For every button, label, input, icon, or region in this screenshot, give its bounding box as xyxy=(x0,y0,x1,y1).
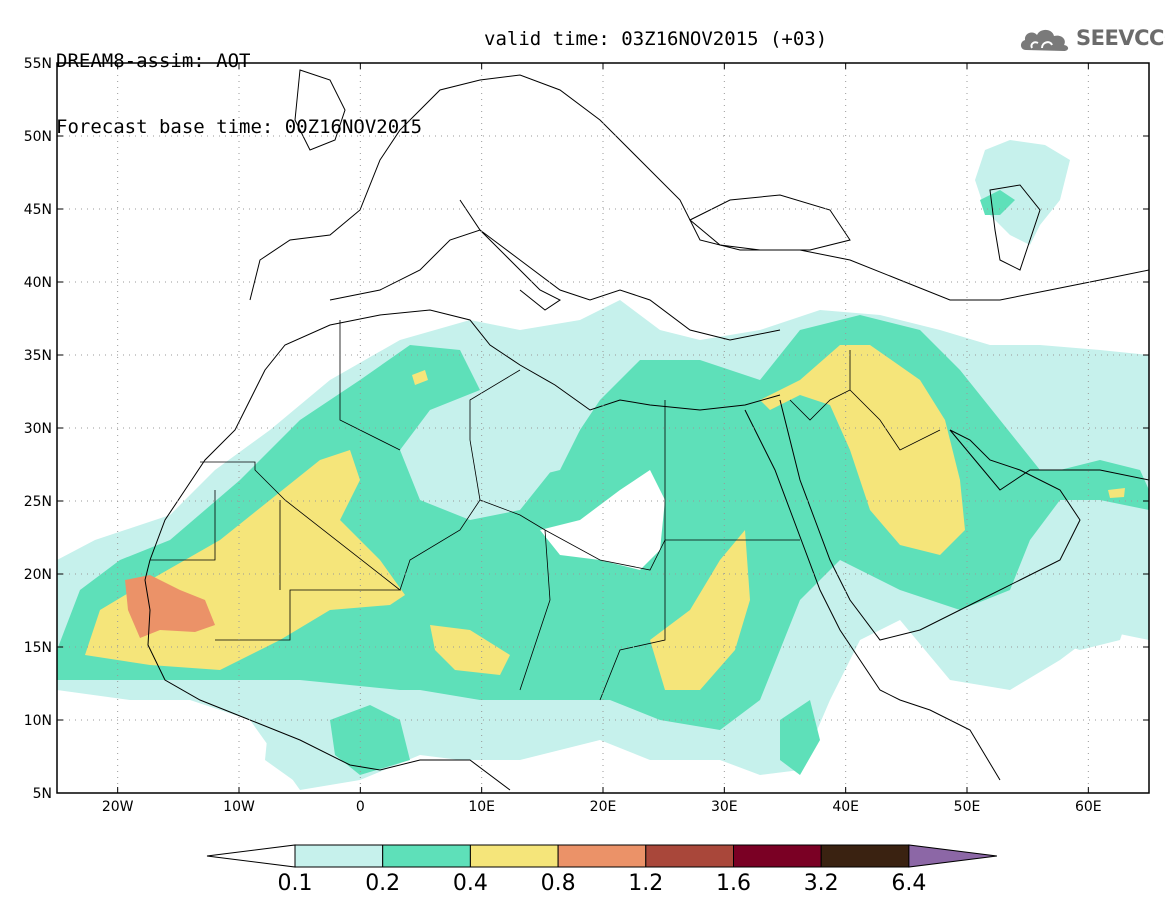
forecast-base-time: Forecast base time: 00Z16NOV2015 xyxy=(56,116,423,138)
lat-tick-label: 40N xyxy=(24,275,52,291)
lon-tick-label: 60E xyxy=(1075,799,1102,815)
lat-tick-label: 20N xyxy=(24,567,52,583)
lat-tick-label: 25N xyxy=(24,494,52,510)
coastline-red-sea xyxy=(744,409,1001,781)
aot-band-0.4 xyxy=(412,370,428,385)
aot-band-0.4 xyxy=(760,345,965,555)
lon-tick-label: 0 xyxy=(356,799,365,815)
coastline-europe xyxy=(249,74,1149,301)
seevccc-logo: SEEVCCC xyxy=(1018,24,1165,54)
lat-tick-label: 15N xyxy=(24,640,52,656)
coastline-britain xyxy=(294,69,346,151)
colorbar-box xyxy=(645,844,734,868)
aot-low-region xyxy=(480,400,580,480)
lat-tick-label: 10N xyxy=(24,713,52,729)
colorbar-label: 1.6 xyxy=(716,871,751,896)
lon-tick-label: 40E xyxy=(832,799,859,815)
lat-tick-label: 55N xyxy=(24,56,52,72)
colorbar-label: 0.4 xyxy=(453,871,488,896)
lat-tick-label: 5N xyxy=(33,786,52,802)
colorbar-label: 3.2 xyxy=(804,871,839,896)
lon-tick-label: 20W xyxy=(102,799,134,815)
colorbar-label: 0.1 xyxy=(278,871,313,896)
lon-tick-label: 30E xyxy=(711,799,738,815)
aot-band-0.2 xyxy=(780,700,820,775)
coastline-mediterranean-north xyxy=(329,229,781,341)
lat-tick-label: 45N xyxy=(24,202,52,218)
lat-tick-label: 50N xyxy=(24,129,52,145)
coastline-africa-north xyxy=(149,309,781,561)
colorbar-box xyxy=(294,844,384,868)
valid-time: valid time: 03Z16NOV2015 (+03) xyxy=(484,28,828,50)
map-header: DREAM8-assim: AOT Forecast base time: 00… xyxy=(56,6,827,182)
lon-tick-label: 10W xyxy=(223,799,255,815)
lon-tick-label: 50E xyxy=(954,799,981,815)
aot-band-0.1 xyxy=(1045,590,1130,650)
aot-field xyxy=(57,140,1149,790)
aot-band-0.2 xyxy=(330,705,410,775)
lat-tick-label: 35N xyxy=(24,348,52,364)
lon-tick-label: 10E xyxy=(468,799,495,815)
map-title: DREAM8-assim: AOT xyxy=(56,50,251,72)
colorbar-box xyxy=(733,844,822,868)
colorbar-box xyxy=(469,844,559,868)
aot-band-0.4 xyxy=(650,530,750,690)
colorbar-upper-arrow xyxy=(908,844,997,868)
coastline-persian-gulf xyxy=(949,429,1149,491)
coastline-black-sea xyxy=(689,194,851,251)
coastline-caspian xyxy=(989,184,1041,271)
coastline-italy xyxy=(459,199,561,311)
colorbar-box xyxy=(382,844,471,868)
aot-band-0.1 xyxy=(975,140,1070,245)
colorbar-labels: 0.1 0.2 0.4 0.8 1.2 1.6 3.2 6.4 xyxy=(278,871,927,896)
aot-band-0.8 xyxy=(125,575,215,638)
colorbar-lower-arrow xyxy=(206,844,296,868)
aot-band-0.4 xyxy=(1108,488,1125,498)
aot-band-0.4 xyxy=(430,625,510,675)
aot-band-0.2 xyxy=(980,190,1015,215)
logo-text: SEEVCCC xyxy=(1076,26,1165,50)
colorbar-label: 0.8 xyxy=(541,871,576,896)
colorbar-box xyxy=(820,844,910,868)
lon-tick-label: 20E xyxy=(590,799,617,815)
colorbar-box xyxy=(557,844,647,868)
country-borders xyxy=(150,320,941,701)
colorbar-label: 1.2 xyxy=(628,871,663,896)
colorbar-label: 0.2 xyxy=(365,871,400,896)
coastline-arabia xyxy=(779,399,1081,641)
cloud-icon xyxy=(1020,29,1069,51)
colorbar-boxes xyxy=(206,844,997,868)
colorbar-label: 6.4 xyxy=(891,871,926,896)
lat-tick-label: 30N xyxy=(24,421,52,437)
axis-ticks: 20W 10W 0 10E 20E 30E 40E 50E 60E 55N 50N 45N 40N 35N… xyxy=(24,56,1149,815)
